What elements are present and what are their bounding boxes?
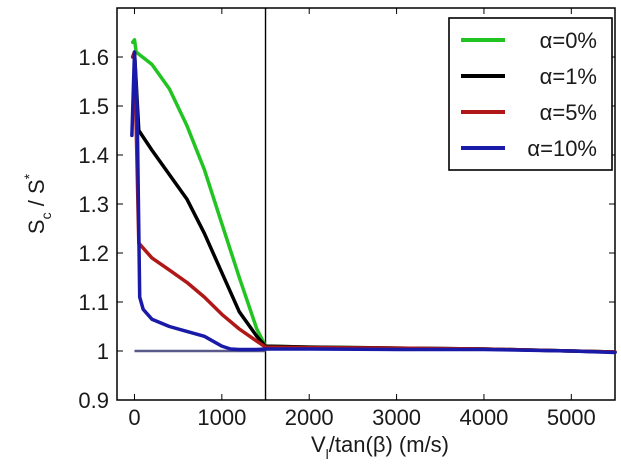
legend: α=0% α=1% α=5% α=10%: [448, 17, 613, 171]
x-tick-label: 1000: [197, 405, 246, 430]
y-axis-label-s1-sub: c: [38, 212, 54, 219]
x-axis-label: Vl/tan(β) (m/s): [311, 432, 449, 462]
y-tick-label: 1.1: [78, 290, 109, 315]
y-tick-label: 1.2: [78, 241, 109, 266]
x-axis-label-sub: l: [326, 446, 329, 462]
y-tick-label: 1.3: [78, 192, 109, 217]
y-axis-label-mid: / S: [24, 179, 49, 212]
x-axis-label-main: V: [311, 432, 326, 457]
legend-label-3: α=10%: [527, 136, 597, 161]
y-tick-label: 1.5: [78, 94, 109, 119]
series-line-3: [130, 50, 617, 355]
legend-label-0: α=0%: [540, 28, 597, 53]
legend-box: [448, 17, 613, 171]
x-axis-label-rest: /tan(β) (m/s): [329, 432, 449, 457]
x-tick-label: 3000: [372, 405, 421, 430]
y-tick-label: 1: [97, 339, 109, 364]
x-tick-label: 5000: [547, 405, 596, 430]
plot-lines: [130, 8, 617, 400]
y-axis-label-s1: S: [24, 219, 49, 234]
ticks: 0 1000 2000 3000 4000 5000 0.9 1 1.1 1.2 1.3 1.4 1.5…: [78, 8, 615, 430]
y-axis-label: Sc / S*: [21, 173, 54, 234]
legend-label-2: α=5%: [540, 100, 597, 125]
y-tick-label: 1.4: [78, 143, 109, 168]
x-tick-label: 4000: [459, 405, 508, 430]
x-tick-label: 0: [128, 405, 140, 430]
x-tick-label: 2000: [285, 405, 334, 430]
y-tick-label: 1.6: [78, 45, 109, 70]
legend-label-1: α=1%: [540, 64, 597, 89]
y-axis-label-s2-sup: *: [21, 173, 37, 179]
y-tick-label: 0.9: [78, 388, 109, 413]
